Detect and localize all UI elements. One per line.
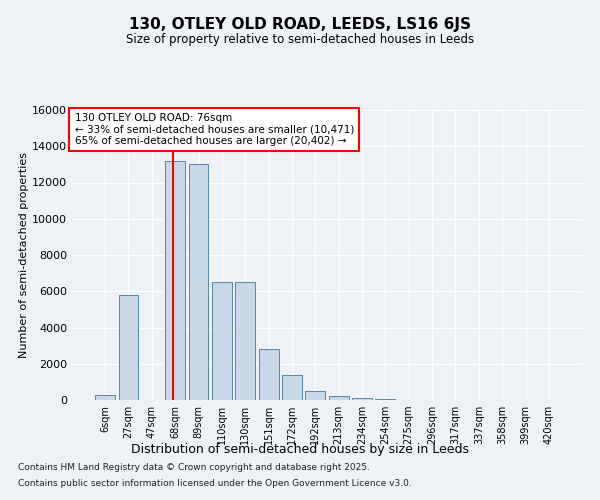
Bar: [212, 282, 232, 400]
Bar: [259, 349, 278, 400]
Y-axis label: Number of semi-detached properties: Number of semi-detached properties: [19, 152, 29, 358]
Text: 130 OTLEY OLD ROAD: 76sqm
← 33% of semi-detached houses are smaller (10,471)
65%: 130 OTLEY OLD ROAD: 76sqm ← 33% of semi-…: [74, 113, 354, 146]
Bar: [165, 161, 185, 400]
Text: Distribution of semi-detached houses by size in Leeds: Distribution of semi-detached houses by …: [131, 442, 469, 456]
Bar: [235, 282, 255, 400]
Bar: [305, 391, 325, 400]
Text: Size of property relative to semi-detached houses in Leeds: Size of property relative to semi-detach…: [126, 32, 474, 46]
Bar: [95, 394, 115, 400]
Text: Contains HM Land Registry data © Crown copyright and database right 2025.: Contains HM Land Registry data © Crown c…: [18, 464, 370, 472]
Bar: [329, 396, 349, 400]
Text: Contains public sector information licensed under the Open Government Licence v3: Contains public sector information licen…: [18, 478, 412, 488]
Bar: [282, 374, 302, 400]
Bar: [376, 398, 395, 400]
Bar: [352, 398, 372, 400]
Bar: [119, 295, 139, 400]
Bar: [188, 164, 208, 400]
Text: 130, OTLEY OLD ROAD, LEEDS, LS16 6JS: 130, OTLEY OLD ROAD, LEEDS, LS16 6JS: [129, 18, 471, 32]
